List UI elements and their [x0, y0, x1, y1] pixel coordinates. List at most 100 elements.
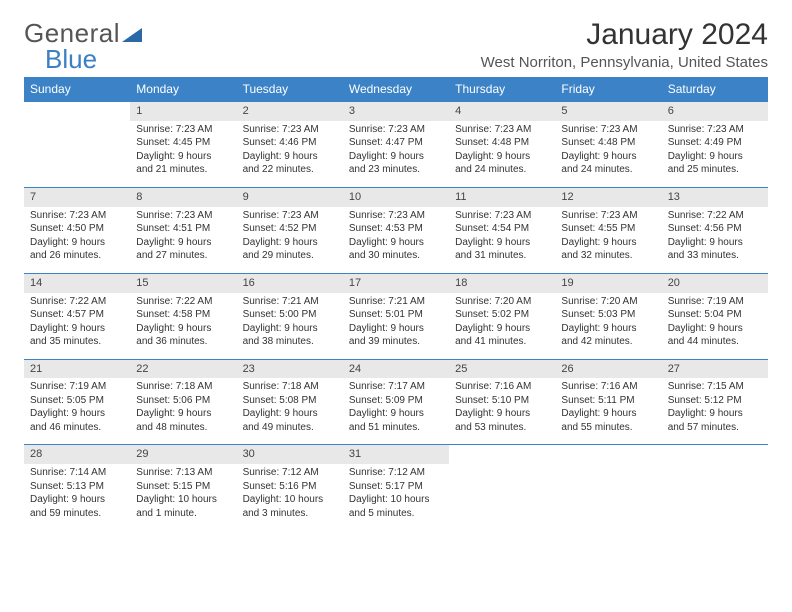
- weekday-header: Sunday: [24, 77, 130, 102]
- calendar-body: 123456Sunrise: 7:23 AMSunset: 4:45 PMDay…: [24, 102, 768, 531]
- day-number-cell: 12: [555, 187, 661, 206]
- day-number-cell: 8: [130, 187, 236, 206]
- sunset-line: Sunset: 5:00 PM: [243, 308, 337, 322]
- month-title: January 2024: [481, 18, 768, 52]
- sunset-line: Sunset: 4:49 PM: [668, 136, 762, 150]
- header: General January 2024 West Norriton, Penn…: [24, 18, 768, 71]
- day-number-cell: 17: [343, 273, 449, 292]
- detail-row: Sunrise: 7:23 AMSunset: 4:50 PMDaylight:…: [24, 207, 768, 274]
- sunrise-line: Sunrise: 7:14 AM: [30, 466, 124, 480]
- sunset-line: Sunset: 5:03 PM: [561, 308, 655, 322]
- daylight-line: Daylight: 9 hours and 46 minutes.: [30, 407, 124, 434]
- daylight-line: Daylight: 9 hours and 33 minutes.: [668, 236, 762, 263]
- day-number-cell: 22: [130, 359, 236, 378]
- sunrise-line: Sunrise: 7:19 AM: [668, 295, 762, 309]
- day-number-cell: [449, 445, 555, 464]
- daylight-line: Daylight: 9 hours and 25 minutes.: [668, 150, 762, 177]
- day-number-cell: [555, 445, 661, 464]
- sunset-line: Sunset: 4:57 PM: [30, 308, 124, 322]
- daylight-line: Daylight: 10 hours and 3 minutes.: [243, 493, 337, 520]
- day-detail-cell: Sunrise: 7:22 AMSunset: 4:58 PMDaylight:…: [130, 293, 236, 360]
- detail-row: Sunrise: 7:19 AMSunset: 5:05 PMDaylight:…: [24, 378, 768, 445]
- day-detail-cell: Sunrise: 7:23 AMSunset: 4:54 PMDaylight:…: [449, 207, 555, 274]
- day-detail-cell: Sunrise: 7:19 AMSunset: 5:05 PMDaylight:…: [24, 378, 130, 445]
- weekday-header: Tuesday: [237, 77, 343, 102]
- sunrise-line: Sunrise: 7:18 AM: [136, 380, 230, 394]
- sunset-line: Sunset: 4:54 PM: [455, 222, 549, 236]
- daylight-line: Daylight: 9 hours and 41 minutes.: [455, 322, 549, 349]
- day-detail-cell: Sunrise: 7:23 AMSunset: 4:51 PMDaylight:…: [130, 207, 236, 274]
- detail-row: Sunrise: 7:23 AMSunset: 4:45 PMDaylight:…: [24, 121, 768, 188]
- day-number-cell: [24, 102, 130, 121]
- day-number-cell: 11: [449, 187, 555, 206]
- sunrise-line: Sunrise: 7:23 AM: [349, 123, 443, 137]
- sunset-line: Sunset: 5:12 PM: [668, 394, 762, 408]
- day-detail-cell: [24, 121, 130, 188]
- day-detail-cell: Sunrise: 7:23 AMSunset: 4:46 PMDaylight:…: [237, 121, 343, 188]
- daylight-line: Daylight: 9 hours and 26 minutes.: [30, 236, 124, 263]
- sunset-line: Sunset: 5:17 PM: [349, 480, 443, 494]
- daylight-line: Daylight: 9 hours and 35 minutes.: [30, 322, 124, 349]
- sunrise-line: Sunrise: 7:21 AM: [349, 295, 443, 309]
- sunrise-line: Sunrise: 7:19 AM: [30, 380, 124, 394]
- sunset-line: Sunset: 4:58 PM: [136, 308, 230, 322]
- daylight-line: Daylight: 9 hours and 32 minutes.: [561, 236, 655, 263]
- day-detail-cell: [662, 464, 768, 530]
- day-detail-cell: Sunrise: 7:23 AMSunset: 4:53 PMDaylight:…: [343, 207, 449, 274]
- weekday-header: Saturday: [662, 77, 768, 102]
- weekday-header: Wednesday: [343, 77, 449, 102]
- day-detail-cell: Sunrise: 7:23 AMSunset: 4:50 PMDaylight:…: [24, 207, 130, 274]
- day-detail-cell: Sunrise: 7:16 AMSunset: 5:11 PMDaylight:…: [555, 378, 661, 445]
- sunrise-line: Sunrise: 7:23 AM: [243, 123, 337, 137]
- daylight-line: Daylight: 9 hours and 59 minutes.: [30, 493, 124, 520]
- day-number-cell: 24: [343, 359, 449, 378]
- calendar-page: General January 2024 West Norriton, Penn…: [0, 0, 792, 548]
- day-number-cell: 5: [555, 102, 661, 121]
- daylight-line: Daylight: 9 hours and 30 minutes.: [349, 236, 443, 263]
- calendar-table: Sunday Monday Tuesday Wednesday Thursday…: [24, 77, 768, 530]
- daylight-line: Daylight: 9 hours and 57 minutes.: [668, 407, 762, 434]
- daylight-line: Daylight: 9 hours and 27 minutes.: [136, 236, 230, 263]
- sunrise-line: Sunrise: 7:22 AM: [30, 295, 124, 309]
- day-number-cell: 31: [343, 445, 449, 464]
- sunset-line: Sunset: 5:04 PM: [668, 308, 762, 322]
- day-detail-cell: Sunrise: 7:23 AMSunset: 4:49 PMDaylight:…: [662, 121, 768, 188]
- sunset-line: Sunset: 4:56 PM: [668, 222, 762, 236]
- daynum-row: 28293031: [24, 445, 768, 464]
- daylight-line: Daylight: 9 hours and 22 minutes.: [243, 150, 337, 177]
- day-detail-cell: Sunrise: 7:23 AMSunset: 4:45 PMDaylight:…: [130, 121, 236, 188]
- daylight-line: Daylight: 9 hours and 24 minutes.: [561, 150, 655, 177]
- day-number-cell: 29: [130, 445, 236, 464]
- daylight-line: Daylight: 9 hours and 21 minutes.: [136, 150, 230, 177]
- day-detail-cell: Sunrise: 7:16 AMSunset: 5:10 PMDaylight:…: [449, 378, 555, 445]
- daylight-line: Daylight: 9 hours and 42 minutes.: [561, 322, 655, 349]
- day-detail-cell: Sunrise: 7:20 AMSunset: 5:02 PMDaylight:…: [449, 293, 555, 360]
- day-number-cell: 13: [662, 187, 768, 206]
- daylight-line: Daylight: 9 hours and 24 minutes.: [455, 150, 549, 177]
- sunrise-line: Sunrise: 7:23 AM: [136, 209, 230, 223]
- sunrise-line: Sunrise: 7:16 AM: [455, 380, 549, 394]
- day-detail-cell: Sunrise: 7:23 AMSunset: 4:52 PMDaylight:…: [237, 207, 343, 274]
- sunrise-line: Sunrise: 7:17 AM: [349, 380, 443, 394]
- sunset-line: Sunset: 4:51 PM: [136, 222, 230, 236]
- sunset-line: Sunset: 4:45 PM: [136, 136, 230, 150]
- daynum-row: 14151617181920: [24, 273, 768, 292]
- sunrise-line: Sunrise: 7:23 AM: [455, 123, 549, 137]
- sunrise-line: Sunrise: 7:20 AM: [561, 295, 655, 309]
- sunset-line: Sunset: 5:11 PM: [561, 394, 655, 408]
- sunrise-line: Sunrise: 7:23 AM: [243, 209, 337, 223]
- day-number-cell: 7: [24, 187, 130, 206]
- sunrise-line: Sunrise: 7:22 AM: [136, 295, 230, 309]
- sunset-line: Sunset: 4:46 PM: [243, 136, 337, 150]
- day-number-cell: 30: [237, 445, 343, 464]
- daynum-row: 21222324252627: [24, 359, 768, 378]
- sunset-line: Sunset: 4:48 PM: [561, 136, 655, 150]
- day-number-cell: 26: [555, 359, 661, 378]
- day-detail-cell: Sunrise: 7:15 AMSunset: 5:12 PMDaylight:…: [662, 378, 768, 445]
- day-number-cell: 10: [343, 187, 449, 206]
- sunrise-line: Sunrise: 7:23 AM: [30, 209, 124, 223]
- sunrise-line: Sunrise: 7:23 AM: [455, 209, 549, 223]
- weekday-header-row: Sunday Monday Tuesday Wednesday Thursday…: [24, 77, 768, 102]
- location: West Norriton, Pennsylvania, United Stat…: [481, 54, 768, 71]
- sunrise-line: Sunrise: 7:15 AM: [668, 380, 762, 394]
